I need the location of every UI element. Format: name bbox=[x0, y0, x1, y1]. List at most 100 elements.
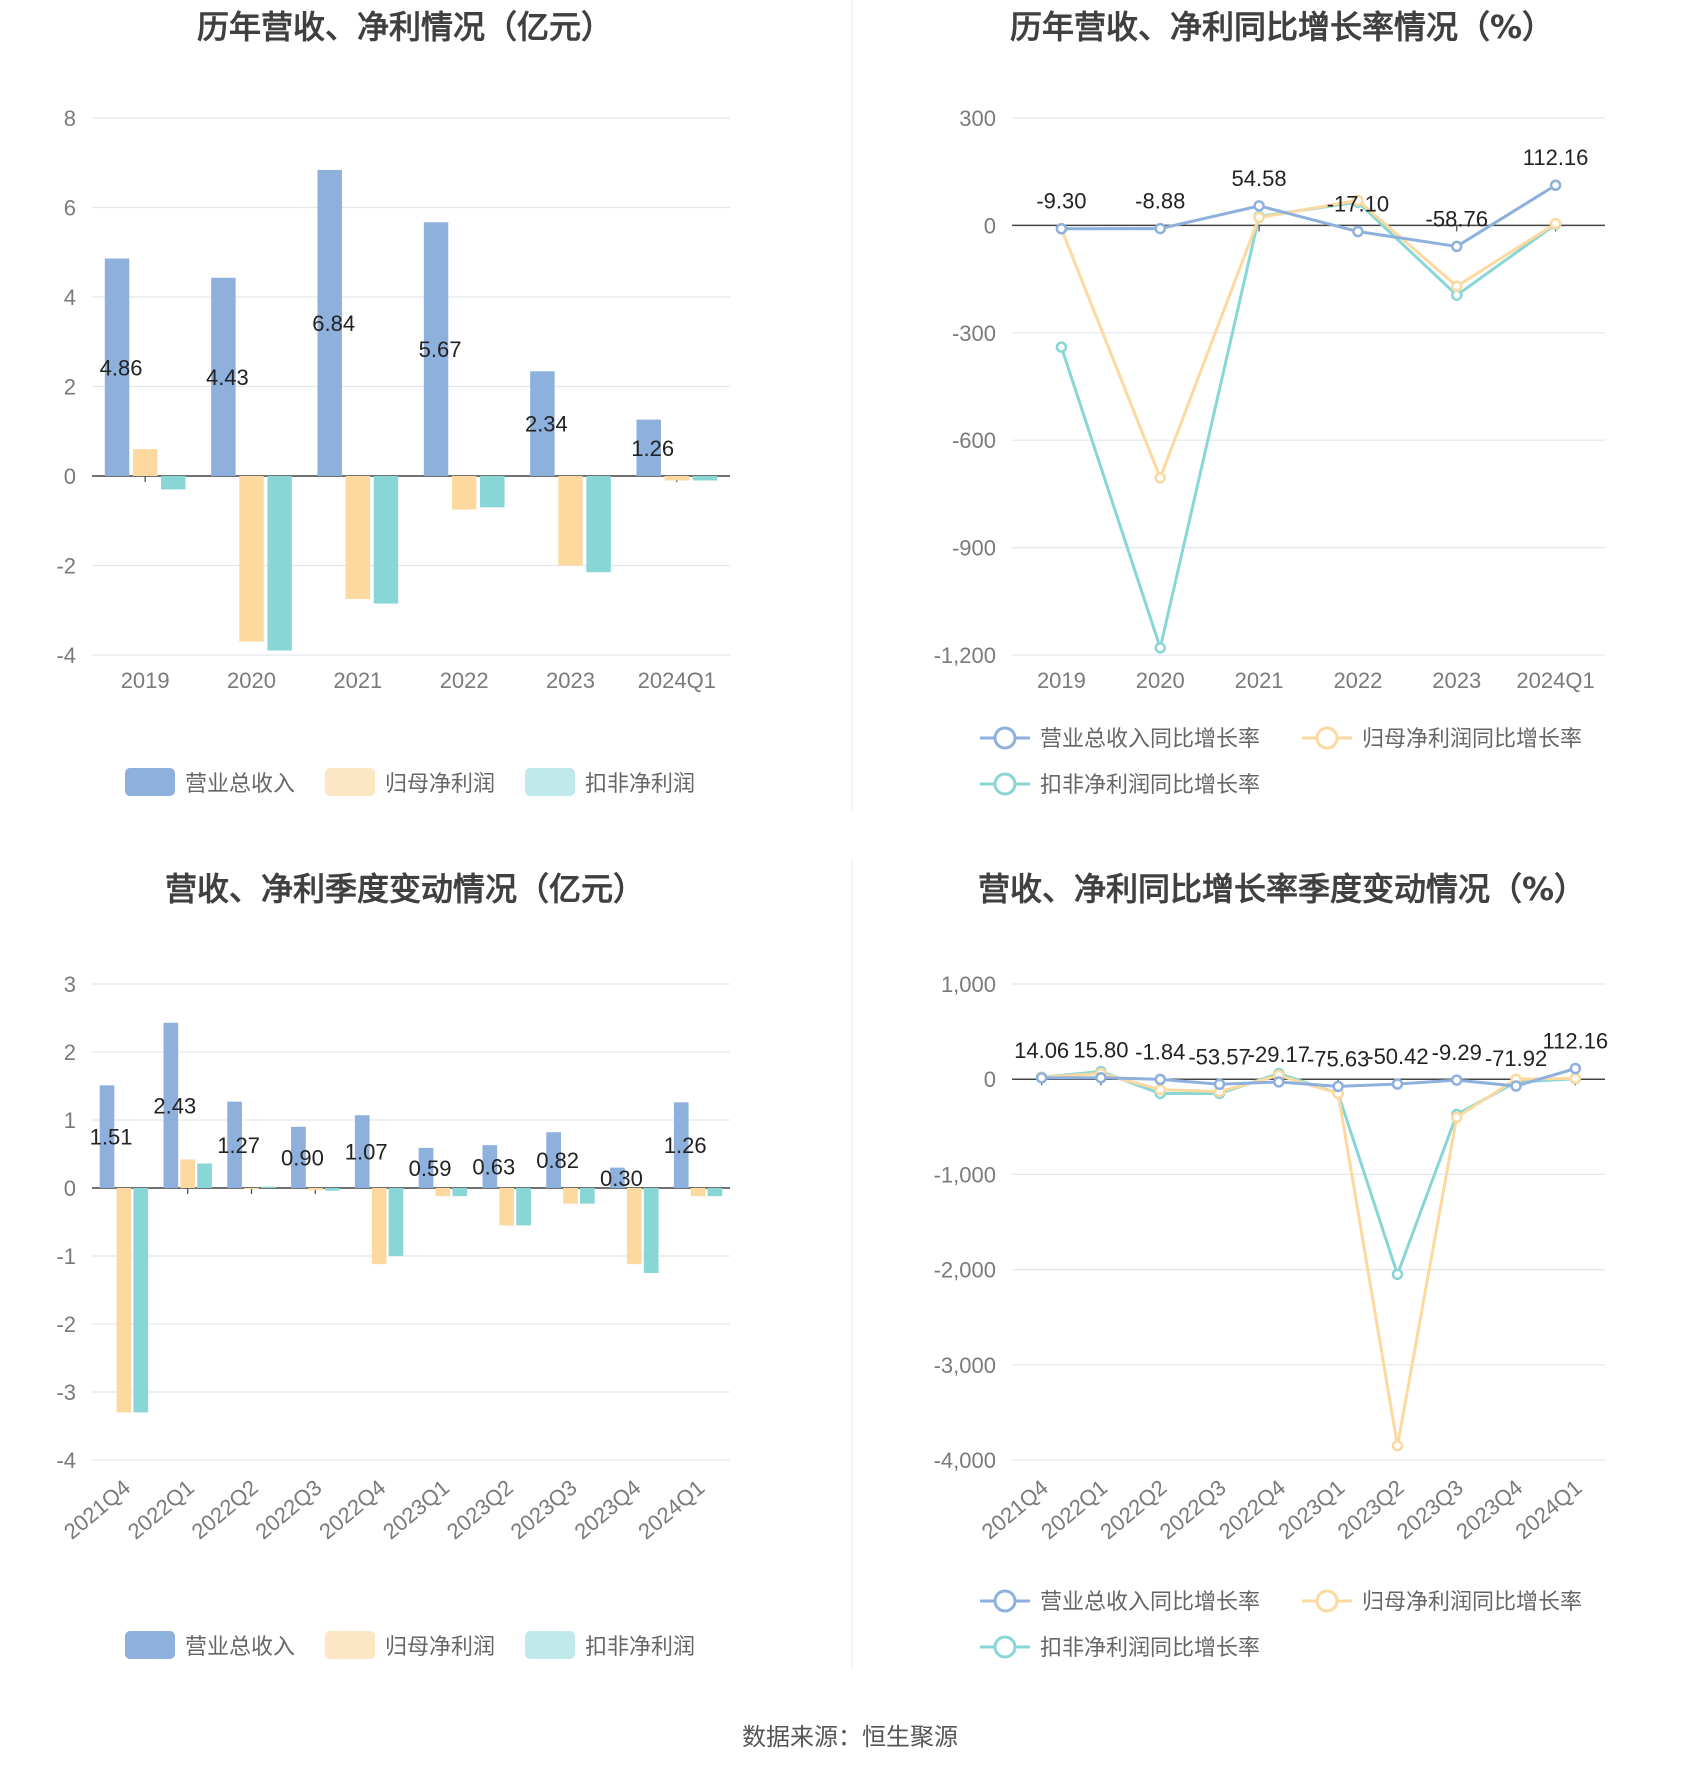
x-tick-label: 2022Q3 bbox=[250, 1475, 326, 1544]
legend-label: 扣非净利润 bbox=[585, 1635, 695, 1660]
legend-label: 扣非净利润同比增长率 bbox=[1040, 773, 1260, 798]
legend-item[interactable]: 营业总收入 bbox=[125, 768, 295, 797]
legend-swatch bbox=[125, 768, 175, 796]
line-point bbox=[1451, 1111, 1463, 1124]
line-point bbox=[1391, 1268, 1404, 1281]
bar-data-label: 5.67 bbox=[419, 337, 462, 362]
legend-item[interactable]: 归母净利润 bbox=[325, 1631, 495, 1660]
y-tick-label: -2,000 bbox=[934, 1258, 996, 1283]
bar-归母净利润 bbox=[244, 1188, 259, 1189]
line-营业总收入同比增长率 bbox=[1041, 1067, 1576, 1088]
legend-item[interactable]: 扣非净利润同比增长率 bbox=[980, 1635, 1260, 1661]
legend-item[interactable]: 营业总收入 bbox=[125, 1631, 295, 1660]
bar-营业总收入 bbox=[354, 1115, 370, 1188]
legend-item[interactable]: 扣非净利润 bbox=[525, 1631, 695, 1660]
legend-label: 扣非净利润同比增长率 bbox=[1040, 1636, 1260, 1661]
legend-label: 营业总收入同比增长率 bbox=[1040, 1590, 1260, 1615]
line-point bbox=[1154, 1073, 1166, 1086]
legend-item[interactable]: 归母净利润 bbox=[325, 768, 495, 797]
bar-营业总收入 bbox=[163, 1022, 179, 1188]
bar-归母净利润 bbox=[664, 476, 690, 481]
bar-营业总收入 bbox=[227, 1101, 242, 1188]
legend-label: 归母净利润同比增长率 bbox=[1362, 1590, 1582, 1615]
y-tick-label: -1,200 bbox=[934, 643, 996, 668]
y-tick-label: 300 bbox=[959, 106, 996, 131]
x-tick-label: 2024Q1 bbox=[1516, 668, 1594, 693]
line-data-label: -29.17 bbox=[1248, 1042, 1310, 1067]
legend-item[interactable]: 扣非净利润同比增长率 bbox=[980, 772, 1260, 798]
legend-label: 扣非净利润 bbox=[585, 772, 695, 797]
bar-归母净利润 bbox=[563, 1188, 578, 1204]
bar-data-label: 0.30 bbox=[600, 1166, 643, 1191]
line-data-label: 112.16 bbox=[1523, 145, 1589, 170]
bar-营业总收入 bbox=[636, 419, 661, 476]
line-data-label: -53.57 bbox=[1188, 1044, 1250, 1069]
bar-扣非净利润 bbox=[388, 1188, 404, 1256]
bar-data-label: 6.84 bbox=[312, 311, 355, 336]
x-tick-label: 2023 bbox=[1432, 668, 1481, 693]
bar-扣非净利润 bbox=[373, 476, 399, 604]
line-data-label: -9.29 bbox=[1432, 1040, 1482, 1065]
y-tick-label: -900 bbox=[952, 536, 996, 561]
bar-data-label: 4.43 bbox=[206, 365, 249, 390]
legend-item[interactable]: 归母净利润同比增长率 bbox=[1302, 726, 1582, 752]
y-tick-label: 4 bbox=[64, 285, 76, 310]
bar-营业总收入 bbox=[291, 1126, 306, 1188]
line-data-label: 15.80 bbox=[1073, 1038, 1128, 1063]
bar-归母净利润 bbox=[371, 1188, 387, 1265]
legend-item[interactable]: 归母净利润同比增长率 bbox=[1302, 1589, 1582, 1615]
legend-item[interactable]: 扣非净利润 bbox=[525, 768, 695, 797]
bar-营业总收入 bbox=[99, 1085, 115, 1188]
bar-归母净利润 bbox=[499, 1188, 515, 1226]
bar-营业总收入 bbox=[317, 169, 342, 476]
legend-marker bbox=[1315, 1589, 1339, 1613]
line-point bbox=[1055, 341, 1068, 353]
bar-扣非净利润 bbox=[324, 1188, 340, 1191]
bar-扣非净利润 bbox=[586, 476, 611, 573]
bar-归母净利润 bbox=[558, 476, 583, 566]
line-point bbox=[1352, 194, 1364, 207]
bar-扣非净利润 bbox=[161, 476, 186, 490]
line-point bbox=[1253, 211, 1265, 224]
line-归母净利润同比增长率 bbox=[1041, 1071, 1576, 1446]
line-point bbox=[1154, 642, 1166, 654]
y-tick-label: 2 bbox=[64, 1040, 76, 1065]
y-tick-label: -1,000 bbox=[934, 1162, 996, 1187]
x-tick-label: 2023Q2 bbox=[442, 1475, 518, 1544]
x-tick-label: 2022Q4 bbox=[1214, 1475, 1290, 1544]
bar-扣非净利润 bbox=[516, 1188, 531, 1226]
bar-归母净利润 bbox=[180, 1159, 196, 1188]
x-tick-label: 2021Q4 bbox=[59, 1475, 135, 1544]
y-tick-label: -4 bbox=[56, 1448, 76, 1473]
bar-扣非净利润 bbox=[707, 1188, 723, 1197]
y-tick-label: -3 bbox=[56, 1380, 76, 1405]
bar-扣非净利润 bbox=[643, 1188, 659, 1273]
bar-归母净利润 bbox=[435, 1188, 451, 1197]
bar-扣非净利润 bbox=[261, 1186, 276, 1188]
bar-扣非净利润 bbox=[452, 1188, 468, 1197]
legend-swatch bbox=[325, 768, 375, 796]
bar-扣非净利润 bbox=[133, 1188, 149, 1413]
line-data-label: -8.88 bbox=[1135, 189, 1185, 214]
bar-data-label: 0.63 bbox=[472, 1155, 515, 1180]
bar-扣非净利润 bbox=[267, 476, 292, 651]
y-tick-label: 0 bbox=[984, 1067, 996, 1092]
line-归母净利润同比增长率 bbox=[1060, 198, 1557, 482]
legend-item[interactable]: 营业总收入同比增长率 bbox=[980, 726, 1260, 752]
x-tick-label: 2023Q2 bbox=[1333, 1475, 1409, 1544]
line-data-label: -1.84 bbox=[1135, 1039, 1185, 1064]
legend-item[interactable]: 营业总收入同比增长率 bbox=[980, 1589, 1260, 1615]
bar-归母净利润 bbox=[239, 476, 264, 642]
bar-归母净利润 bbox=[132, 449, 158, 476]
line-point bbox=[1273, 1076, 1285, 1088]
line-data-label: -58.76 bbox=[1426, 206, 1488, 231]
legend-label: 营业总收入 bbox=[185, 1635, 295, 1660]
bar-营业总收入 bbox=[423, 222, 449, 476]
x-tick-label: 2019 bbox=[1037, 668, 1086, 693]
x-tick-label: 2022Q1 bbox=[123, 1475, 199, 1544]
x-tick-label: 2024Q1 bbox=[1511, 1475, 1587, 1544]
line-data-label: -71.92 bbox=[1485, 1046, 1547, 1071]
bar-归母净利润 bbox=[451, 476, 477, 510]
legend-swatch bbox=[525, 768, 575, 796]
bar-扣非净利润 bbox=[692, 476, 718, 481]
